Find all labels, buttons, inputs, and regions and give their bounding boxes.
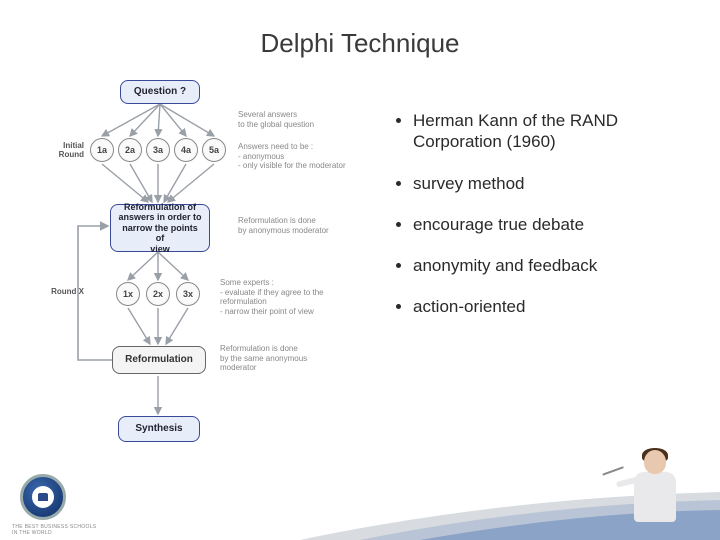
bullet-item: Herman Kann of the RAND Corporation (196… — [413, 110, 695, 153]
circle-2x: 2x — [146, 282, 170, 306]
slide-title: Delphi Technique — [0, 28, 720, 59]
reformulation-box-1: Reformulation of answers in order to nar… — [110, 204, 210, 252]
circle-2a: 2a — [118, 138, 142, 162]
bullet-item: action-oriented — [413, 296, 695, 317]
badge-inner — [32, 486, 54, 508]
note-answers-need: Answers need to be : - anonymous - only … — [238, 142, 358, 171]
reformulation-box-2: Reformulation — [112, 346, 206, 374]
circle-3a: 3a — [146, 138, 170, 162]
accreditation-badge — [20, 474, 66, 520]
delphi-diagram: Question ? Initial Round 1a 2a 3a 4a 5a … — [30, 80, 360, 480]
circle-1a: 1a — [90, 138, 114, 162]
badge-subtext: The Best Business Schools in the World — [12, 524, 96, 536]
presenter-body — [634, 472, 676, 522]
note-several: Several answers to the global question — [238, 110, 358, 129]
round-x-label: Round X — [32, 288, 84, 297]
bullet-item: anonymity and feedback — [413, 255, 695, 276]
footer-swoosh — [0, 490, 720, 540]
bullet-item: survey method — [413, 173, 695, 194]
slide: Delphi Technique — [0, 0, 720, 540]
circle-4a: 4a — [174, 138, 198, 162]
circle-5a: 5a — [202, 138, 226, 162]
presenter-figure — [620, 448, 690, 536]
bullet-list: Herman Kann of the RAND Corporation (196… — [395, 110, 695, 338]
note-experts: Some experts : - evaluate if they agree … — [220, 278, 370, 316]
initial-round-label: Initial Round — [32, 142, 84, 160]
pointer-stick — [602, 466, 623, 475]
note-reform2: Reformulation is done by the same anonym… — [220, 344, 350, 373]
circle-1x: 1x — [116, 282, 140, 306]
question-box: Question ? — [120, 80, 200, 104]
note-reform1: Reformulation is done by anonymous moder… — [238, 216, 358, 235]
presenter-head — [644, 450, 666, 474]
synthesis-box: Synthesis — [118, 416, 200, 442]
circle-3x: 3x — [176, 282, 200, 306]
bullet-item: encourage true debate — [413, 214, 695, 235]
badge-column-icon — [38, 493, 48, 501]
